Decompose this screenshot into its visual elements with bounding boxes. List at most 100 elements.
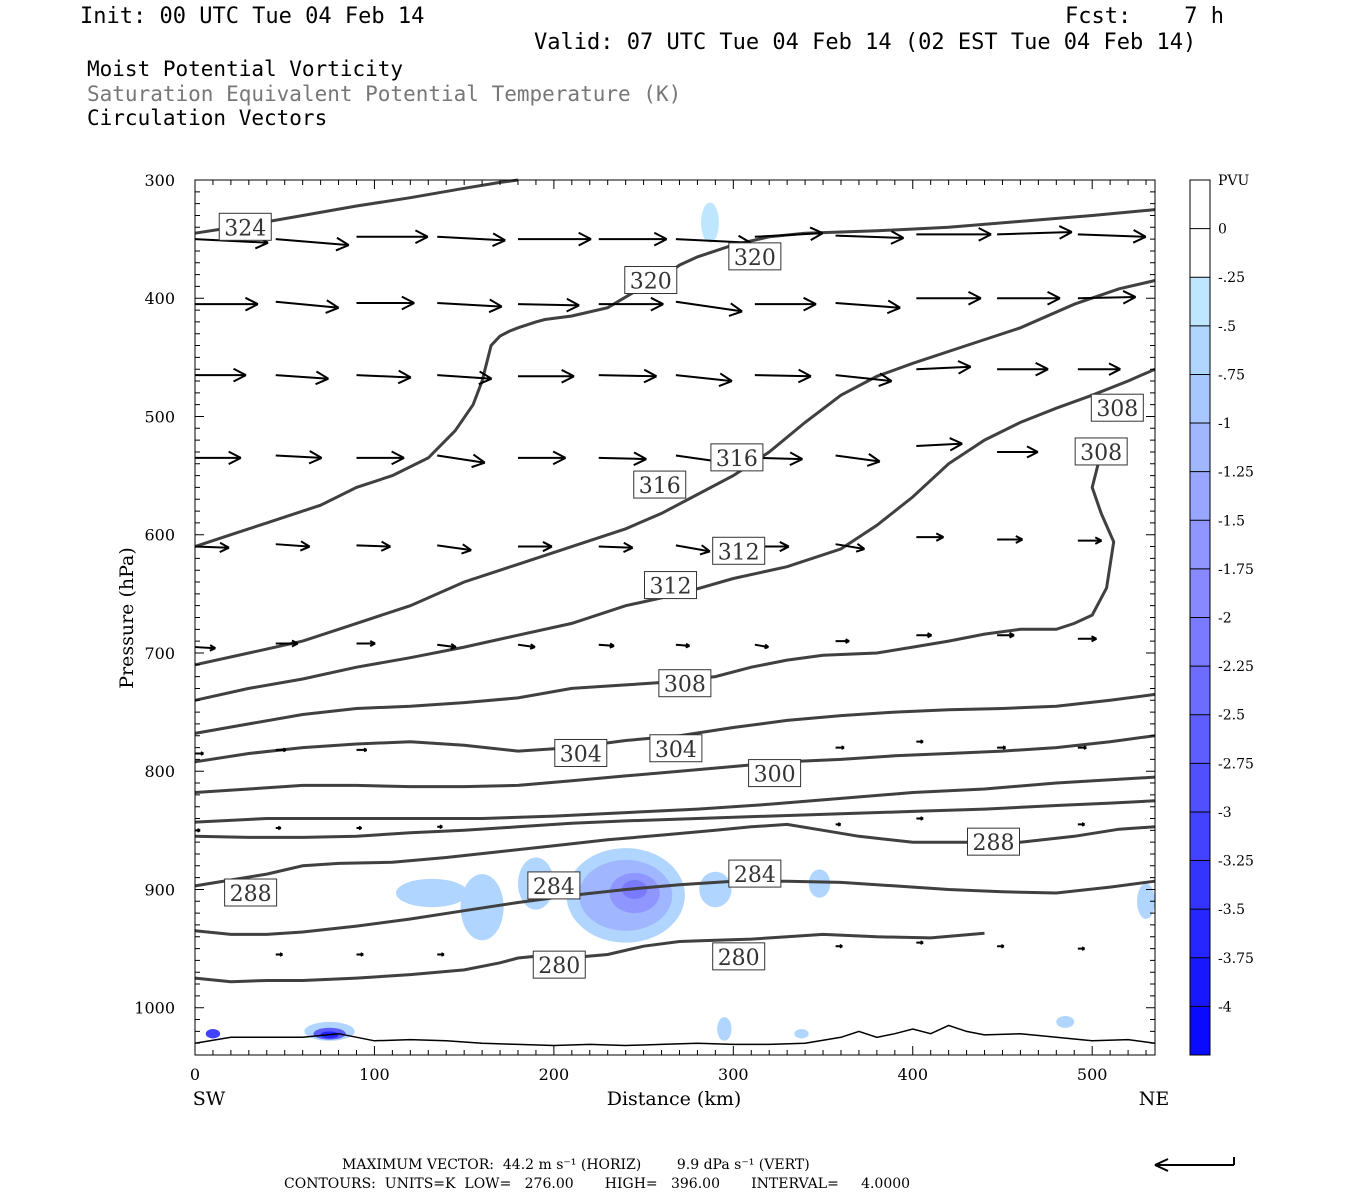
contour-label-box (224, 878, 278, 907)
colorbar-swatch (1190, 471, 1210, 521)
pv-region (794, 1028, 809, 1039)
circulation-vector (598, 296, 664, 312)
plot-frame (194, 179, 1156, 1056)
circulation-vector (437, 298, 503, 314)
contour-label: 288 (224, 878, 278, 907)
contour-label-text: 288 (973, 831, 1015, 856)
contour-label-text: 304 (560, 742, 602, 767)
axes-layer: 300 400 500 600 700 800 900 1000 0 100 200 300 400 50… (134, 171, 1156, 1084)
contour-label: 308 (1074, 437, 1128, 466)
contour-label: 312 (644, 571, 698, 600)
contour-label-text: 300 (754, 763, 796, 788)
circulation-vector (194, 541, 230, 553)
colorbar-label: -3 (1218, 805, 1232, 821)
colorbar-swatch (1190, 909, 1210, 958)
x-tick-label: 100 (359, 1065, 390, 1084)
contour-label-box (218, 212, 272, 241)
contour-label-box (748, 759, 802, 788)
circulation-vector (275, 450, 323, 465)
isentrope-300 (194, 734, 1156, 794)
surface-line (194, 1024, 1156, 1047)
circulation-vector (356, 952, 364, 957)
contour-label-text: 308 (1080, 441, 1122, 466)
title-line-3: Circulation Vectors (87, 106, 328, 130)
contour-label-box (710, 443, 764, 472)
circulation-vector (1077, 536, 1103, 545)
circulation-vector (1077, 229, 1147, 244)
contour-label: 312 (712, 536, 766, 565)
contour-label-text: 312 (718, 540, 760, 565)
circulation-vector (356, 229, 429, 245)
circulation-vector (356, 540, 391, 552)
colorbar-label: -2.25 (1218, 659, 1254, 675)
colorbar-label: -.75 (1218, 367, 1245, 383)
colorbar-label: -3.25 (1218, 854, 1254, 870)
circulation-vector (275, 236, 350, 252)
contour-label-text: 304 (655, 738, 697, 763)
contour-label: 288 (967, 827, 1021, 856)
colorbar-label: -1 (1218, 416, 1232, 432)
circulation-vector (916, 816, 924, 821)
contour-label: 304 (649, 734, 703, 763)
colorbar-swatch (1190, 763, 1210, 812)
isentrope-292 (194, 799, 1156, 839)
circulation-vector (598, 541, 634, 553)
title-line-1: Moist Potential Vorticity (87, 57, 404, 81)
circulation-vector (754, 643, 770, 650)
circulation-vector (517, 541, 553, 553)
circulation-vector (356, 369, 412, 385)
y-tick-label: 600 (144, 526, 175, 545)
circulation-vector (916, 632, 933, 639)
circulation-vector (1077, 946, 1086, 951)
circulation-vector (997, 632, 1015, 639)
circulation-vector (437, 453, 486, 469)
y-tick-label: 500 (144, 407, 175, 426)
pv-region (1137, 883, 1156, 920)
contour-label: 304 (554, 738, 608, 767)
colorbar-label: -1.5 (1218, 513, 1245, 529)
contour-label-text: 308 (1096, 397, 1138, 422)
colorbar-swatch (1190, 957, 1210, 1007)
circulation-vector (275, 639, 299, 648)
contour-label-text: 308 (664, 673, 706, 698)
sw-label: SW (193, 1088, 226, 1110)
circulation-vector (1077, 822, 1086, 827)
circulation-vector-layer (194, 225, 1147, 957)
circulation-vector (997, 535, 1024, 544)
isentrope-296 (194, 775, 1156, 824)
circulation-vector (997, 290, 1061, 306)
circulation-vector (1077, 635, 1097, 643)
circulation-vector (835, 542, 866, 553)
contour-label-box (1074, 437, 1128, 466)
circulation-vector (754, 296, 817, 312)
contour-label: 316 (633, 470, 687, 499)
circulation-vector (916, 227, 992, 242)
contour-label-text: 324 (224, 216, 266, 241)
axis-ticks (194, 179, 1155, 1056)
colorbar-swatch (1190, 228, 1210, 278)
circulation-vector (997, 225, 1073, 240)
contour-label: 280 (712, 942, 766, 971)
circulation-vector (517, 369, 575, 384)
circulation-vector (1077, 362, 1121, 376)
colorbar-label: 0 (1218, 222, 1227, 238)
ne-label: NE (1139, 1088, 1170, 1110)
colorbar-label: -2.75 (1218, 756, 1254, 772)
circulation-vector (275, 299, 340, 314)
colorbar-swatch (1190, 811, 1210, 861)
circulation-vector (835, 943, 843, 949)
contour-label-text: 316 (639, 474, 681, 499)
colorbar-label: -1.75 (1218, 562, 1254, 578)
contour-label: 308 (658, 669, 712, 698)
circulation-vector (195, 367, 247, 383)
pv-region (701, 202, 719, 243)
circulation-vector (835, 638, 850, 644)
contour-label-text: 316 (716, 447, 758, 472)
colorbar-label: -.25 (1218, 270, 1245, 286)
y-tick-label: 700 (144, 644, 175, 663)
contour-label-text: 280 (718, 946, 760, 971)
x-tick-label: 400 (897, 1065, 928, 1084)
colorbar: 0 -.25 -.5 -.75 -1 -1.25 -1.5 -1.75 -2 -2.25 -2.5 -… (1189, 179, 1254, 1056)
circulation-vector (517, 231, 592, 247)
